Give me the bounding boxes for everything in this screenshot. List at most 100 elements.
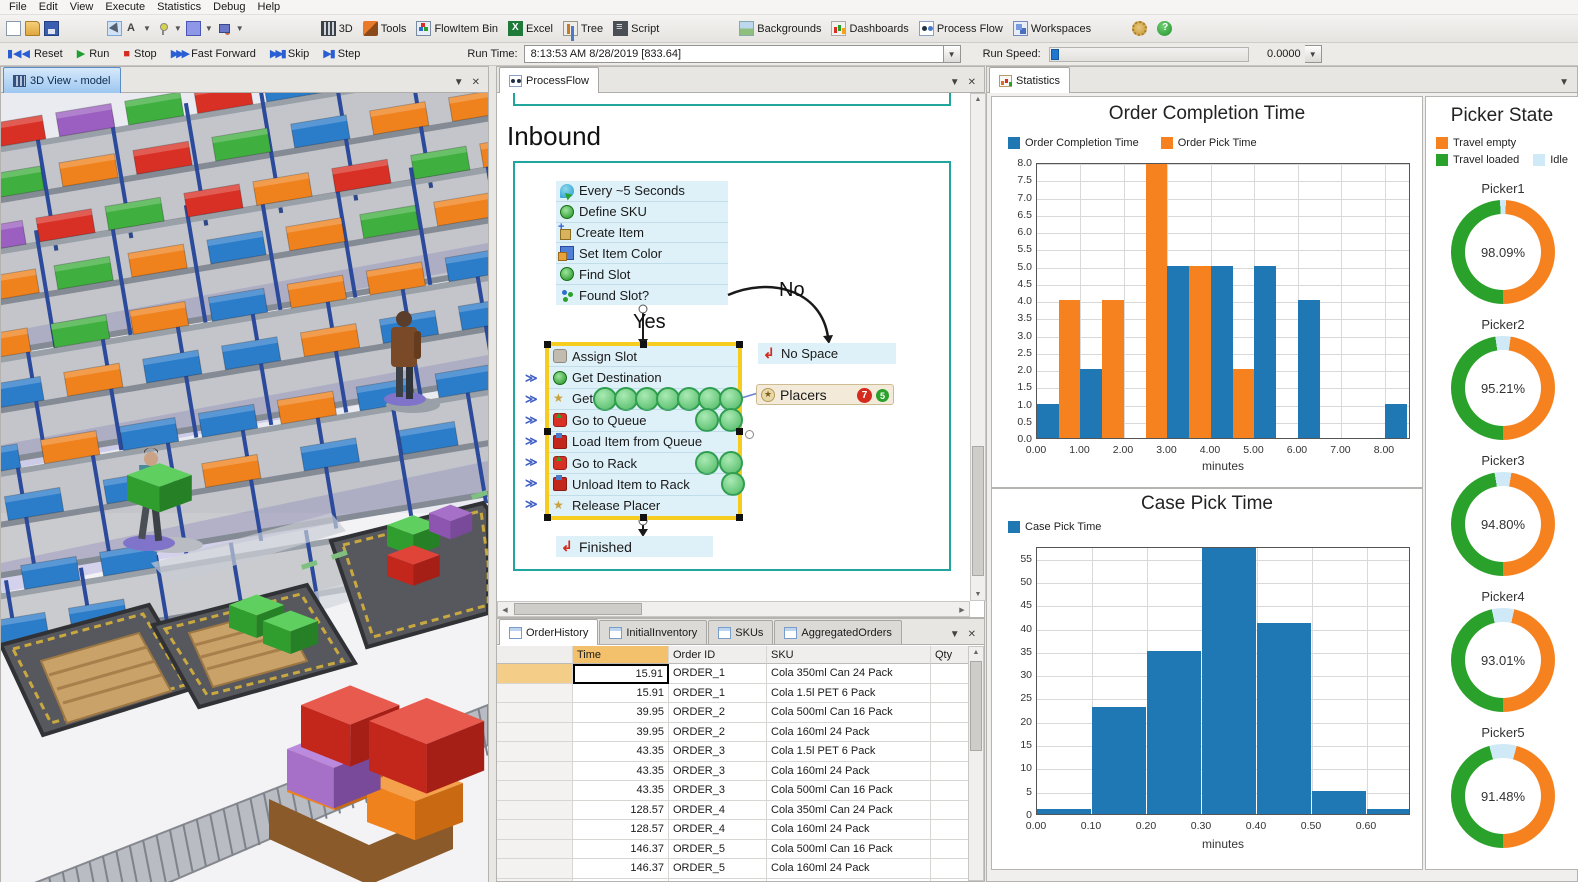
cell[interactable]: ORDER_3 — [669, 742, 767, 762]
tab-3d-view[interactable]: 3D View - model — [3, 67, 121, 93]
toolbar-button-process-flow[interactable]: Process Flow — [914, 18, 1008, 40]
run-speed-dropdown[interactable]: ▼ — [1304, 45, 1322, 63]
activity-set-item-color[interactable]: Set Item Color — [556, 242, 728, 263]
toolbar-button-tools[interactable]: Tools — [358, 18, 412, 40]
toolbar-button-workspaces[interactable]: Workspaces — [1008, 18, 1096, 40]
statistics-menu-arrow[interactable]: ▼ — [1559, 77, 1569, 88]
placers-resource-node[interactable]: Placers 7 5 — [756, 384, 894, 405]
cell[interactable]: 128.57 — [573, 820, 669, 840]
toolbar-button-flowitem-bin[interactable]: FlowItem Bin — [411, 18, 503, 40]
row-header[interactable] — [497, 878, 573, 881]
tab-statistics[interactable]: Statistics — [989, 67, 1071, 93]
menu-item-view[interactable]: View — [69, 1, 94, 13]
color-tool-icon[interactable] — [185, 21, 201, 36]
order-history-table[interactable]: Time Order ID SKU Qty 15.91 ORDER_1 Cola 350ml… — [497, 646, 968, 881]
toolbar-button-tree[interactable]: Tree — [558, 18, 608, 40]
pin-tool-dropdown[interactable]: ▼ — [173, 24, 182, 33]
stop-button[interactable]: ■ Stop — [123, 47, 157, 60]
3d-view-menu-arrow[interactable]: ▼ — [453, 77, 464, 88]
resize-handle[interactable] — [736, 341, 743, 348]
cell[interactable]: Cola 1.5l PET 6 Pack — [767, 683, 931, 703]
3d-warehouse-viewport[interactable] — [1, 93, 488, 882]
skip-button[interactable]: ▶▶▮ Skip — [269, 47, 310, 60]
row-header[interactable] — [497, 839, 573, 859]
activity-go-to-queue[interactable]: Go to Queue — [549, 408, 743, 433]
reset-button[interactable]: ▮◀◀ Reset — [7, 47, 63, 60]
resize-handle[interactable] — [544, 428, 551, 435]
connect-tool-dropdown[interactable]: ▼ — [235, 24, 244, 33]
cell[interactable]: ORDER_5 — [669, 839, 767, 859]
cell[interactable]: 15.91 — [573, 683, 669, 703]
column-header-time[interactable]: Time — [573, 646, 669, 664]
tables-close-icon[interactable]: ✕ — [967, 629, 976, 640]
resize-handle[interactable] — [736, 428, 743, 435]
processflow-hscrollbar[interactable]: ◀ ▶ — [497, 601, 970, 617]
cell[interactable]: 15.91 — [573, 664, 669, 684]
cell[interactable]: ORDER_6 — [669, 878, 767, 881]
cell[interactable] — [931, 683, 968, 703]
resize-handle[interactable] — [640, 514, 647, 521]
cell[interactable]: Cola 160ml 24 Pack — [767, 722, 931, 742]
cell[interactable] — [931, 878, 968, 881]
cell[interactable]: Cola 500ml Can 16 Pack — [767, 839, 931, 859]
row-header[interactable] — [497, 800, 573, 820]
connect-tool-icon[interactable] — [217, 21, 232, 36]
resize-handle[interactable] — [544, 514, 551, 521]
fast-forward-button[interactable]: ▶▶▶ Fast Forward — [170, 47, 256, 60]
row-header-corner[interactable] — [497, 646, 573, 664]
cell[interactable] — [931, 664, 968, 684]
help-icon[interactable] — [1157, 21, 1173, 36]
cell[interactable]: 128.57 — [573, 800, 669, 820]
activity-get-placer[interactable]: Get Placer — [549, 386, 743, 411]
cell[interactable]: ORDER_4 — [669, 800, 767, 820]
cell[interactable] — [931, 761, 968, 781]
pin-tool-icon[interactable] — [155, 21, 170, 36]
menu-item-statistics[interactable]: Statistics — [157, 1, 202, 13]
activity-release-placer[interactable]: Release Placer — [549, 494, 738, 516]
cell[interactable]: ORDER_5 — [669, 859, 767, 879]
run-button[interactable]: ▶ Run — [76, 47, 110, 60]
cell[interactable] — [573, 878, 669, 881]
cell[interactable]: 146.37 — [573, 839, 669, 859]
step-button[interactable]: ▶▮ Step — [323, 47, 361, 60]
tab-aggregatedorders[interactable]: AggregatedOrders — [774, 620, 902, 644]
processflow-vscrollbar[interactable]: ▲ ▼ — [970, 93, 986, 601]
no-space-node[interactable]: No Space — [758, 343, 896, 364]
cell[interactable]: Cola 160ml 24 Pack — [767, 878, 931, 881]
activity-unload-item-to-rack[interactable]: Unload Item to Rack — [549, 472, 745, 497]
row-header[interactable] — [497, 683, 573, 703]
cell[interactable] — [931, 722, 968, 742]
tab-skus[interactable]: SKUs — [708, 620, 774, 644]
activity-create-item[interactable]: Create Item — [556, 221, 728, 243]
cell[interactable]: ORDER_1 — [669, 664, 767, 684]
new-model-icon[interactable] — [6, 21, 21, 36]
activity-assign-slot[interactable]: Assign Slot — [549, 346, 738, 366]
tab-initialinventory[interactable]: InitialInventory — [599, 620, 708, 644]
cell[interactable]: Cola 350ml Can 24 Pack — [767, 664, 931, 684]
row-header[interactable] — [497, 781, 573, 801]
cell[interactable]: 146.37 — [573, 859, 669, 879]
row-header[interactable] — [497, 761, 573, 781]
cell[interactable] — [931, 859, 968, 879]
activity-load-item-from-queue[interactable]: Load Item from Queue — [549, 430, 738, 452]
resize-handle[interactable] — [736, 514, 743, 521]
cell[interactable]: 43.35 — [573, 761, 669, 781]
run-time-field[interactable]: 8:13:53 AM 8/28/2019 [833.64] — [523, 45, 944, 63]
activity-go-to-rack[interactable]: Go to Rack — [549, 450, 743, 475]
cell[interactable]: Cola 160ml 24 Pack — [767, 820, 931, 840]
finished-node[interactable]: Finished — [556, 536, 713, 557]
cell[interactable]: Cola 1.5l PET 6 Pack — [767, 742, 931, 762]
processflow-close-icon[interactable]: ✕ — [967, 77, 976, 88]
column-header-qty[interactable]: Qty — [931, 646, 968, 664]
table-vscrollbar[interactable]: ▲ — [968, 646, 984, 881]
cell[interactable]: Cola 160ml 24 Pack — [767, 859, 931, 879]
cell[interactable]: ORDER_2 — [669, 722, 767, 742]
cell[interactable]: ORDER_1 — [669, 683, 767, 703]
toolbar-button-excel[interactable]: Excel — [503, 18, 558, 40]
open-model-icon[interactable] — [25, 21, 40, 36]
cell[interactable]: 43.35 — [573, 742, 669, 762]
row-header[interactable] — [497, 742, 573, 762]
